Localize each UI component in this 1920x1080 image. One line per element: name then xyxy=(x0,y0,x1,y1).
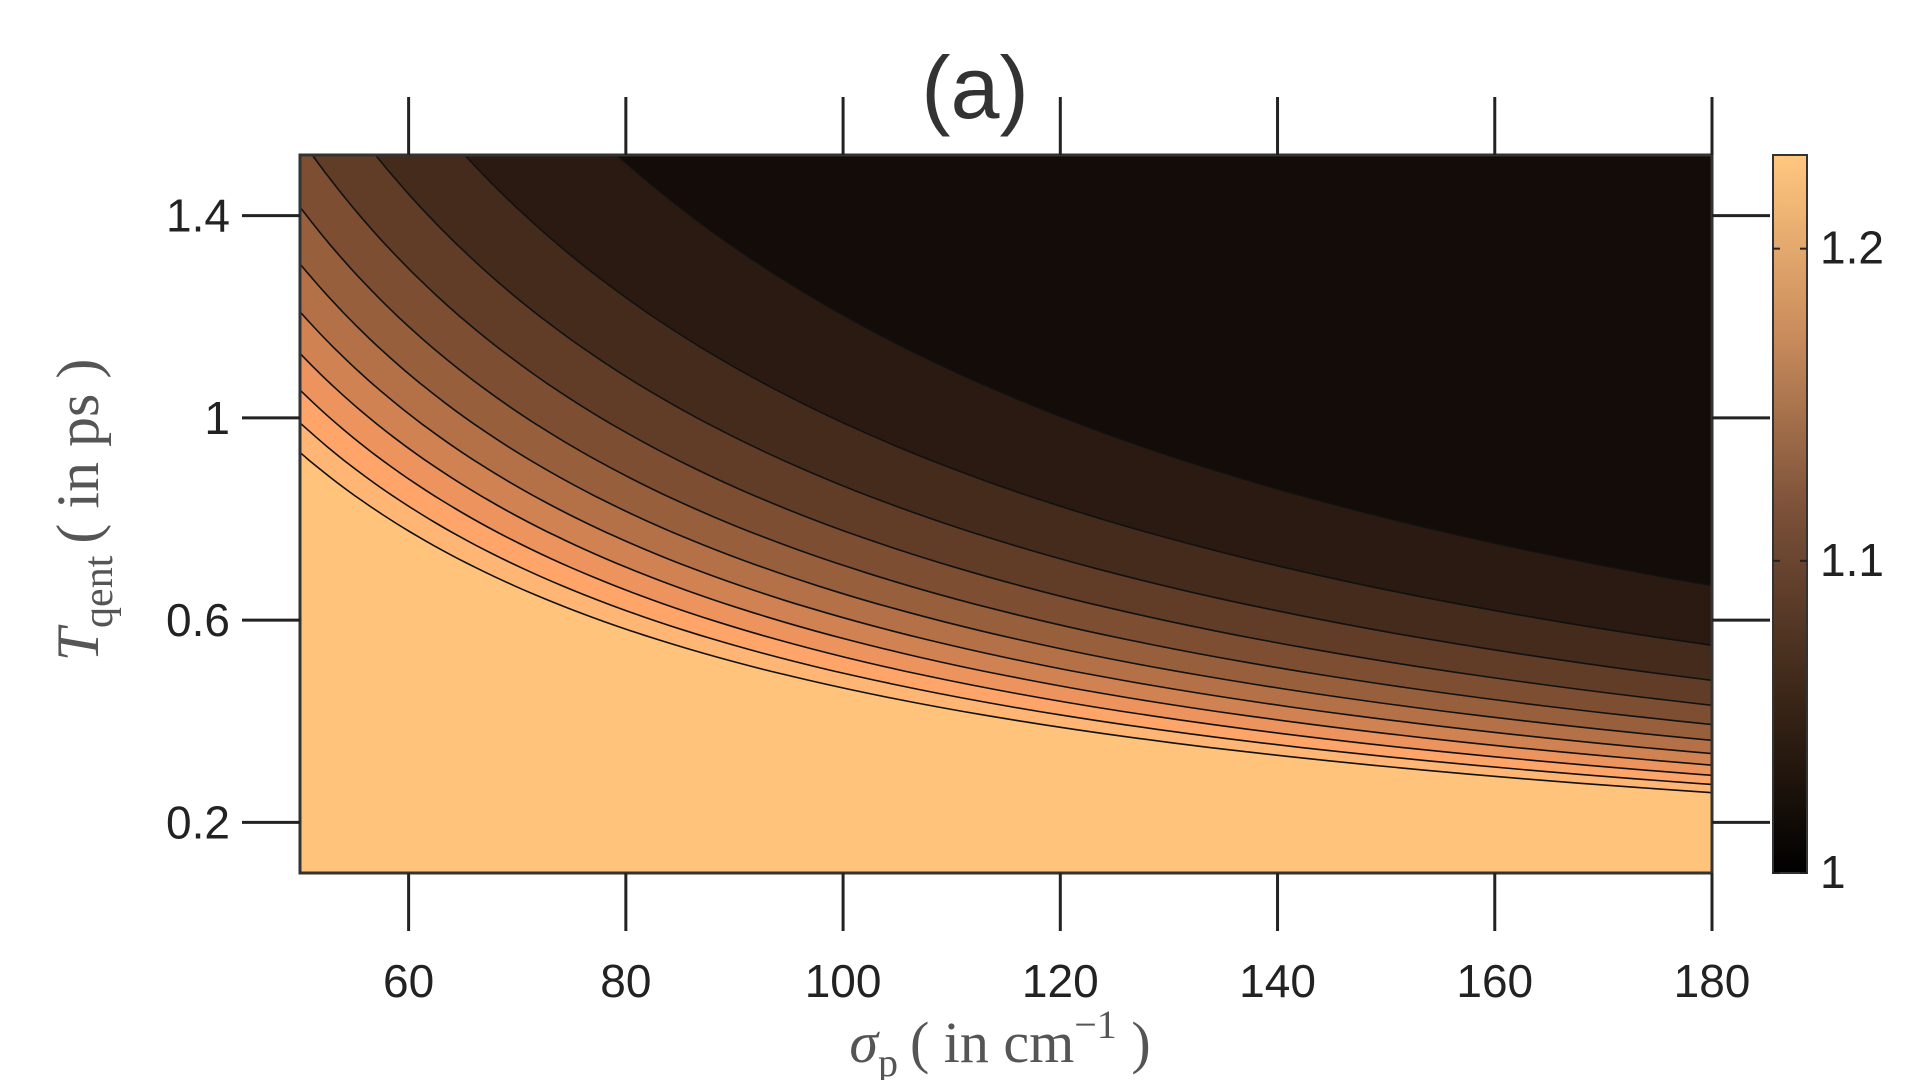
x-axis-superscript: −1 xyxy=(1074,1002,1117,1047)
y-axis-ticks: 0.2 0.6 1 1.4 xyxy=(166,190,1770,848)
contour-line xyxy=(300,421,1712,786)
contour-band xyxy=(300,452,1712,873)
colorbar-tick-label: 1.1 xyxy=(1820,534,1884,586)
colorbar-tick-label: 1 xyxy=(1820,846,1846,898)
y-tick-label: 0.2 xyxy=(166,796,230,848)
y-tick-label: 1.4 xyxy=(166,190,230,242)
contour-lines xyxy=(300,155,1712,794)
y-axis-label: Tqent ( in ps ) xyxy=(45,359,122,662)
x-tick-label: 60 xyxy=(383,955,434,1007)
plot-frame xyxy=(298,153,1714,875)
plot-area xyxy=(300,155,1712,873)
colorbar-ticks: 1 1.1 1.2 xyxy=(1773,222,1884,898)
x-tick-label: 160 xyxy=(1456,955,1533,1007)
colorbar-tick-label: 1.2 xyxy=(1820,222,1884,274)
svg-text:Tqent( in ps ): Tqent ( in ps ) xyxy=(45,359,122,662)
contour-line xyxy=(300,352,1712,766)
contour-bands xyxy=(300,155,1712,873)
x-axis-label: σp ( in cm−1 ) xyxy=(849,1002,1150,1080)
x-axis-unit: ( in cm xyxy=(910,1010,1074,1075)
x-axis-ticks: 60 80 100 120 140 160 180 xyxy=(383,97,1750,1007)
x-tick-label: 120 xyxy=(1022,955,1099,1007)
x-tick-label: 80 xyxy=(600,955,651,1007)
x-axis-subscript: p xyxy=(878,1040,898,1080)
y-axis-subscript: qent xyxy=(76,555,122,628)
contour-line xyxy=(300,388,1712,777)
contour-line xyxy=(300,262,1712,742)
contour-line xyxy=(300,205,1712,726)
y-tick-label: 0.6 xyxy=(166,594,230,646)
colorbar: 1 1.1 1.2 xyxy=(1772,154,1884,898)
x-axis-symbol: σ xyxy=(849,1010,880,1075)
x-tick-label: 140 xyxy=(1239,955,1316,1007)
colorbar-gradient xyxy=(1772,154,1808,874)
contour-line xyxy=(300,310,1712,755)
svg-text:σp( in cm−1 ): σp ( in cm−1 ) xyxy=(849,1002,1150,1080)
y-tick-label: 1 xyxy=(204,392,230,444)
chart-title: (a) xyxy=(921,38,1029,137)
y-axis-unit: ( in ps ) xyxy=(45,359,111,544)
x-tick-label: 180 xyxy=(1674,955,1751,1007)
x-tick-label: 100 xyxy=(805,955,882,1007)
contour-line xyxy=(616,155,1712,587)
x-axis-close: ) xyxy=(1117,1010,1151,1075)
contour-line xyxy=(300,451,1712,794)
y-axis-symbol: T xyxy=(45,624,111,661)
contour-line xyxy=(464,155,1712,647)
contour-line xyxy=(374,155,1712,682)
contour-line xyxy=(311,155,1712,707)
